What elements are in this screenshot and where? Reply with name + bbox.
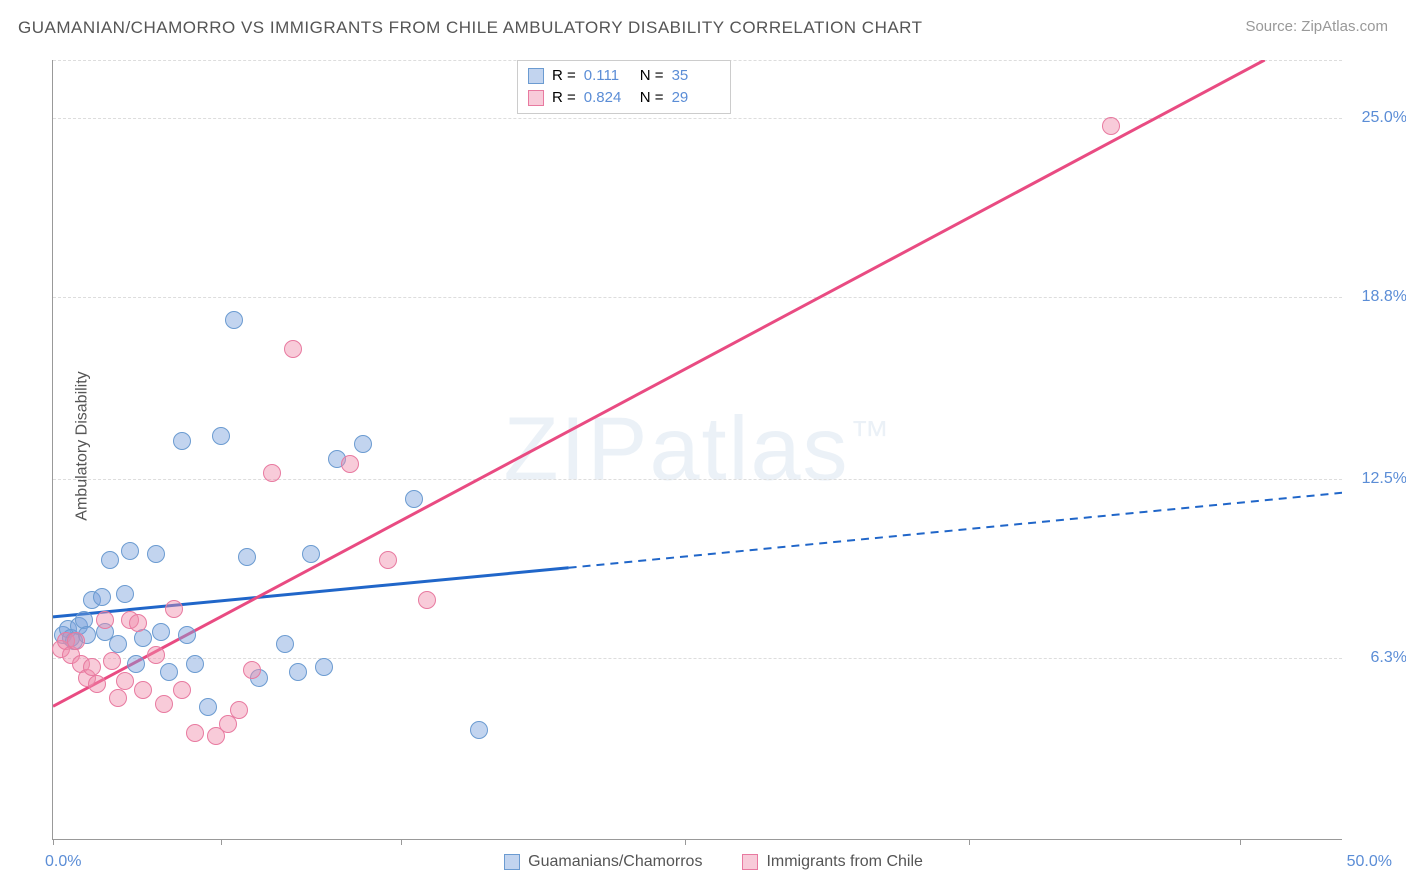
scatter-point	[93, 588, 111, 606]
scatter-point	[116, 585, 134, 603]
scatter-point	[121, 542, 139, 560]
legend-row-series-1: R = 0.111 N = 35	[528, 65, 720, 87]
scatter-point	[186, 724, 204, 742]
scatter-point	[379, 551, 397, 569]
scatter-point	[341, 455, 359, 473]
scatter-point	[129, 614, 147, 632]
chart-title: GUAMANIAN/CHAMORRO VS IMMIGRANTS FROM CH…	[18, 18, 923, 38]
x-tick-mark	[969, 839, 970, 845]
chart-container: GUAMANIAN/CHAMORRO VS IMMIGRANTS FROM CH…	[0, 0, 1406, 892]
scatter-point	[165, 600, 183, 618]
legend-n-label: N =	[640, 87, 664, 109]
scatter-point	[109, 635, 127, 653]
series-legend-item-2: Immigrants from Chile	[742, 853, 922, 871]
legend-r-value-2: 0.824	[584, 87, 632, 109]
scatter-point	[289, 663, 307, 681]
y-tick-label: 6.3%	[1371, 649, 1406, 667]
y-tick-label: 25.0%	[1362, 109, 1406, 127]
legend-r-label: R =	[552, 87, 576, 109]
scatter-point	[470, 721, 488, 739]
series-name-2: Immigrants from Chile	[766, 853, 922, 871]
x-tick-mark	[401, 839, 402, 845]
scatter-point	[199, 698, 217, 716]
scatter-point	[263, 464, 281, 482]
legend-n-label: N =	[640, 65, 664, 87]
correlation-legend: R = 0.111 N = 35 R = 0.824 N = 29	[517, 60, 731, 114]
scatter-point	[212, 427, 230, 445]
legend-r-label: R =	[552, 65, 576, 87]
scatter-point	[276, 635, 294, 653]
y-tick-label: 18.8%	[1362, 288, 1406, 306]
series-swatch-2	[742, 854, 758, 870]
scatter-point	[173, 681, 191, 699]
gridline	[53, 297, 1342, 298]
scatter-point	[103, 652, 121, 670]
scatter-point	[238, 548, 256, 566]
scatter-point	[109, 689, 127, 707]
scatter-point	[88, 675, 106, 693]
x-tick-mark	[1240, 839, 1241, 845]
scatter-point	[147, 545, 165, 563]
legend-r-value-1: 0.111	[584, 65, 632, 87]
scatter-point	[127, 655, 145, 673]
x-tick-mark	[53, 839, 54, 845]
x-tick-right: 50.0%	[1347, 853, 1392, 871]
legend-swatch-2	[528, 90, 544, 106]
scatter-point	[225, 311, 243, 329]
gridline	[53, 479, 1342, 480]
scatter-point	[284, 340, 302, 358]
scatter-point	[67, 632, 85, 650]
scatter-point	[101, 551, 119, 569]
legend-swatch-1	[528, 68, 544, 84]
scatter-point	[243, 661, 261, 679]
watermark: ZIPatlas™	[503, 398, 891, 501]
series-name-1: Guamanians/Chamorros	[528, 853, 702, 871]
scatter-point	[230, 701, 248, 719]
scatter-point	[173, 432, 191, 450]
scatter-point	[116, 672, 134, 690]
scatter-point	[147, 646, 165, 664]
scatter-point	[418, 591, 436, 609]
scatter-point	[155, 695, 173, 713]
x-tick-mark	[685, 839, 686, 845]
series-legend: Guamanians/Chamorros Immigrants from Chi…	[504, 853, 923, 871]
scatter-point	[315, 658, 333, 676]
scatter-point	[405, 490, 423, 508]
scatter-point	[354, 435, 372, 453]
scatter-point	[1102, 117, 1120, 135]
scatter-point	[134, 681, 152, 699]
scatter-point	[302, 545, 320, 563]
legend-row-series-2: R = 0.824 N = 29	[528, 87, 720, 109]
y-tick-label: 12.5%	[1362, 470, 1406, 488]
scatter-point	[178, 626, 196, 644]
plot-area: ZIPatlas™ 6.3%12.5%18.8%25.0% R = 0.111 …	[52, 60, 1342, 840]
series-legend-item-1: Guamanians/Chamorros	[504, 853, 702, 871]
legend-n-value-1: 35	[672, 65, 720, 87]
source-label: Source: ZipAtlas.com	[1245, 18, 1388, 35]
legend-n-value-2: 29	[672, 87, 720, 109]
scatter-point	[83, 658, 101, 676]
scatter-point	[152, 623, 170, 641]
x-tick-mark	[221, 839, 222, 845]
gridline	[53, 658, 1342, 659]
trend-lines	[53, 60, 1342, 839]
scatter-point	[186, 655, 204, 673]
x-tick-left: 0.0%	[45, 853, 81, 871]
series-swatch-1	[504, 854, 520, 870]
scatter-point	[96, 611, 114, 629]
gridline	[53, 118, 1342, 119]
scatter-point	[160, 663, 178, 681]
